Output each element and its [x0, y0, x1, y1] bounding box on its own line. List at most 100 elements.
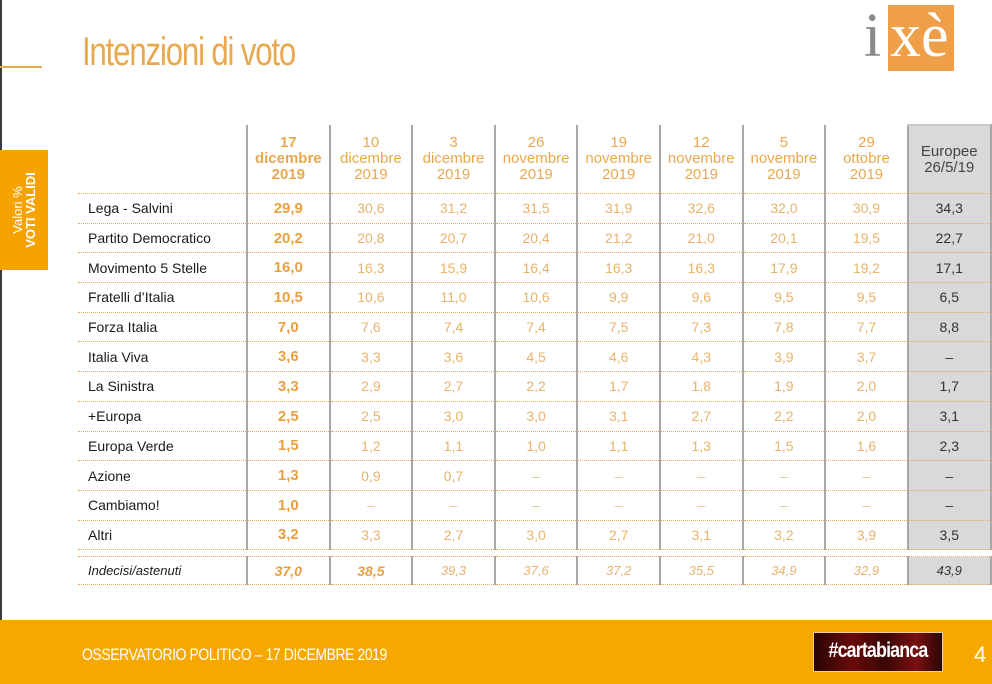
value-cell-current: 29,9 [246, 193, 330, 224]
side-tab-line2: VOTI VALIDI [23, 172, 38, 248]
value-cell: 1,1 [576, 431, 660, 462]
value-cell: – [824, 460, 908, 491]
column-header-year: 2019 [519, 166, 553, 183]
cartabianca-badge: #cartabianca [813, 632, 943, 672]
value-cell-europee: 1,7 [906, 371, 992, 402]
value-cell: 16,3 [658, 252, 743, 284]
column-header-month: novembre [502, 150, 570, 167]
undecided-value: 37,6 [493, 556, 578, 585]
value-cell: 1,8 [658, 371, 743, 402]
undecided-row: Indecisi/astenuti 37,0 38,5 39,3 37,6 37,2 35… [78, 556, 992, 585]
value-cell-europee: 17,1 [906, 252, 992, 284]
value-cell: 2,7 [576, 520, 660, 551]
party-name: La Sinistra [78, 371, 247, 402]
value-cell: 3,3 [328, 520, 413, 551]
table-row: Partito Democratico 20,2 20,8 20,7 20,4 21,2 2… [78, 223, 992, 254]
value-cell: – [741, 460, 826, 491]
value-cell-current: 3,2 [246, 520, 330, 551]
value-cell: 7,8 [741, 312, 826, 343]
logo-letter-i: i [864, 2, 882, 70]
value-cell: 0,9 [328, 460, 413, 491]
value-cell: – [741, 490, 826, 521]
value-cell: 3,0 [493, 401, 578, 432]
column-header-date: 3 dicembre 2019 [411, 125, 495, 194]
party-name: Italia Viva [78, 341, 247, 373]
poll-table: 17 dicembre 2019 10 dicembre 2019 3 dicembre 201… [78, 124, 992, 551]
value-cell: 16,4 [493, 252, 578, 284]
value-cell: 3,0 [411, 401, 495, 432]
value-cell: 20,7 [411, 223, 495, 254]
value-cell: 19,2 [824, 252, 908, 284]
value-cell: 10,6 [493, 282, 578, 313]
table-row: +Europa 2,5 2,5 3,0 3,0 3,1 2,7 2,2 2,0 3,1 [78, 401, 992, 432]
value-cell-europee: 34,3 [906, 193, 992, 224]
value-cell: 2,5 [328, 401, 413, 432]
value-cell-europee: 3,1 [906, 401, 992, 432]
table-row: Cambiamo! 1,0– – – – – – – – [78, 490, 992, 521]
value-cell: 3,3 [328, 341, 413, 373]
value-cell-current: 3,3 [246, 371, 330, 402]
value-cell: 2,0 [824, 371, 908, 402]
value-cell: 7,5 [576, 312, 660, 343]
column-header-month: 26/5/19 [924, 158, 975, 176]
header-blank [78, 125, 247, 194]
value-cell: 9,5 [741, 282, 826, 313]
party-name: +Europa [78, 401, 247, 432]
side-tab-valid-votes: Valori % VOTI VALIDI [0, 150, 48, 270]
value-cell: 3,6 [411, 341, 495, 373]
value-cell: 1,2 [328, 431, 413, 462]
value-cell: 31,5 [493, 193, 578, 224]
value-cell-current: 20,2 [246, 223, 330, 254]
value-cell: 3,1 [576, 401, 660, 432]
value-cell: 20,8 [328, 223, 413, 254]
value-cell: 11,0 [411, 282, 495, 313]
column-header-date: 12 novembre 2019 [658, 125, 743, 194]
value-cell: – [328, 490, 413, 521]
value-cell: – [658, 460, 743, 491]
undecided-value: 38,5 [328, 556, 413, 585]
value-cell: 7,4 [493, 312, 578, 343]
value-cell: 9,5 [824, 282, 908, 313]
column-header-year: 2019 [601, 166, 636, 183]
value-cell: 20,1 [741, 223, 826, 254]
value-cell: – [824, 490, 908, 521]
undecided-value: 35,5 [658, 556, 743, 585]
value-cell: 4,5 [493, 341, 578, 373]
value-cell: 4,3 [658, 341, 743, 373]
party-name: Azione [78, 460, 247, 491]
party-name: Europa Verde [78, 431, 247, 462]
column-header-month: dicembre [422, 150, 485, 167]
value-cell-current: 1,3 [246, 460, 330, 491]
value-cell: 3,7 [824, 341, 908, 373]
party-name: Lega - Salvini [78, 193, 247, 224]
table-row: Italia Viva 3,6 3,3 3,6 4,5 4,6 4,3 3,9 3,7– [78, 341, 992, 373]
value-cell: 2,7 [658, 401, 743, 432]
value-cell-europee: 6,5 [906, 282, 992, 313]
value-cell: 1,0 [493, 431, 578, 462]
value-cell: 16,3 [576, 252, 660, 284]
value-cell-current: 10,5 [246, 282, 330, 313]
column-header-date: 29 ottobre 2019 [824, 125, 908, 194]
party-name: Cambiamo! [78, 490, 247, 521]
value-cell-europee: – [906, 460, 992, 491]
table-row: Altri 3,2 3,3 2,7 3,0 2,7 3,1 3,2 3,9 3,5 [78, 520, 992, 551]
value-cell: 32,6 [658, 193, 743, 224]
value-cell: 4,6 [576, 341, 660, 373]
value-cell: 9,6 [658, 282, 743, 313]
value-cell: 19,5 [824, 223, 908, 254]
value-cell: 10,6 [328, 282, 413, 313]
column-header-month: novembre [585, 150, 653, 167]
column-header-day: Europee [920, 142, 978, 160]
value-cell: 31,9 [576, 193, 660, 224]
value-cell: – [576, 460, 660, 491]
column-header-date: 5 novembre 2019 [741, 125, 826, 194]
value-cell-europee: 22,7 [906, 223, 992, 254]
value-cell-europee: – [906, 490, 992, 521]
ixe-logo: i xè [862, 2, 954, 71]
table-row: Lega - Salvini 29,9 30,6 31,2 31,5 31,9 32,6 32… [78, 193, 992, 224]
column-header-day: 26 [527, 134, 545, 151]
undecided-table: Indecisi/astenuti 37,0 38,5 39,3 37,6 37,2 35… [78, 556, 992, 585]
value-cell: 7,3 [658, 312, 743, 343]
value-cell-current: 7,0 [246, 312, 330, 343]
value-cell-current: 1,5 [246, 431, 330, 462]
